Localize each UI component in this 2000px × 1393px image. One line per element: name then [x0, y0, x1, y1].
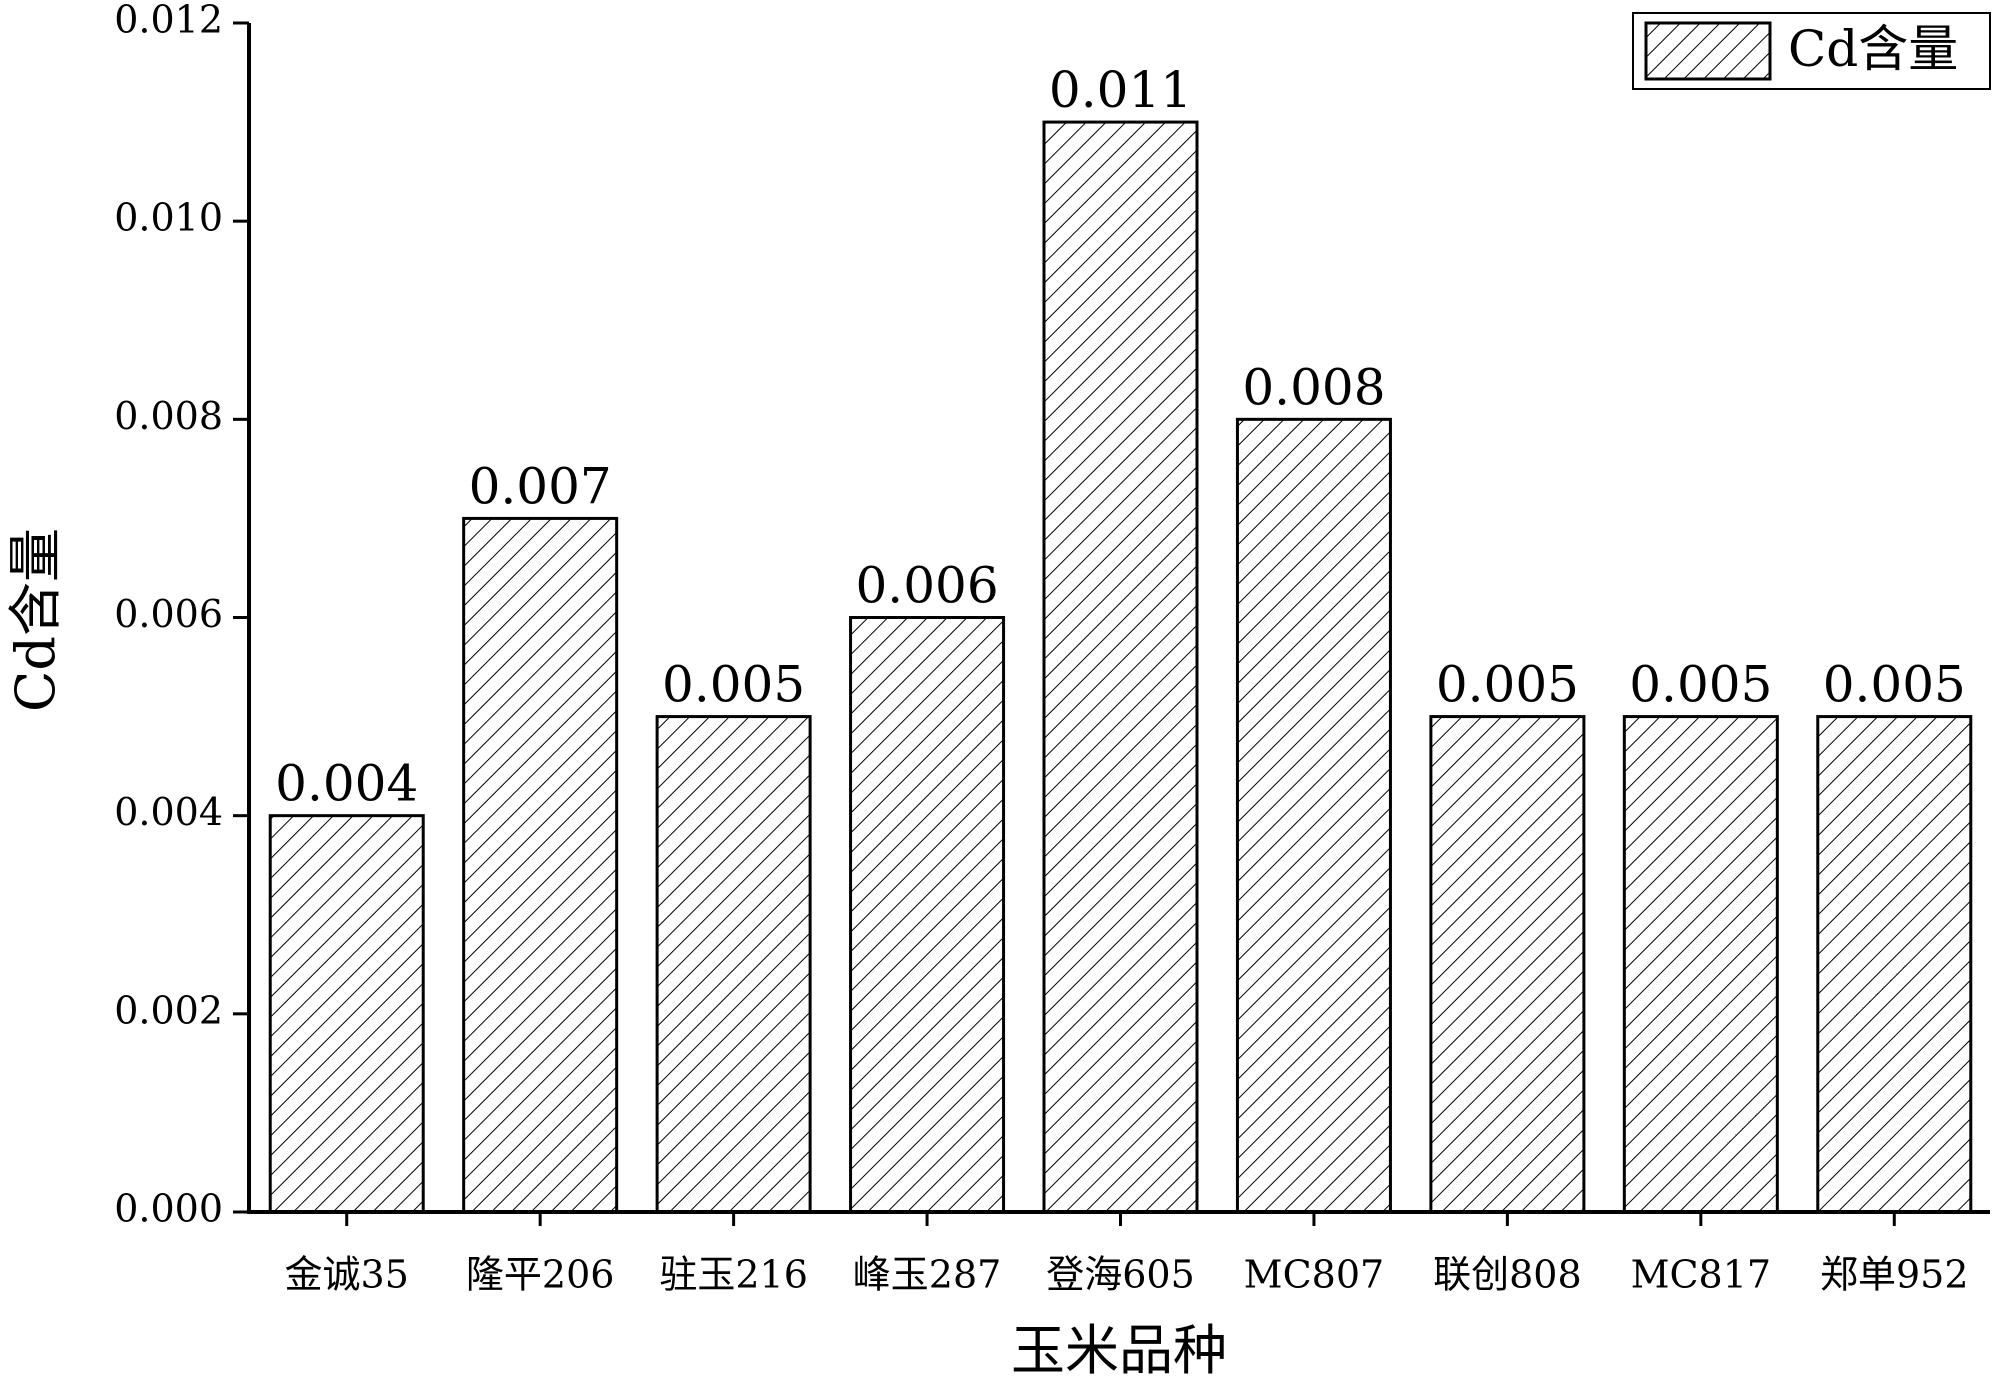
legend-label: Cd含量	[1788, 20, 1958, 78]
x-tick-label: 驻玉216	[659, 1253, 808, 1297]
y-tick-label: 0.002	[114, 988, 223, 1032]
x-tick-label: 金诚35	[285, 1253, 409, 1297]
y-tick-label: 0.012	[114, 0, 223, 42]
x-axis-title: 玉米品种	[1011, 1319, 1227, 1382]
bar	[1816, 715, 1973, 1214]
bar	[1235, 417, 1392, 1214]
bar	[1042, 120, 1199, 1214]
bar	[462, 516, 619, 1214]
x-tick-label: MC817	[1631, 1253, 1772, 1297]
y-tick-label: 0.006	[114, 592, 223, 636]
value-label: 0.004	[275, 755, 418, 813]
x-tick-label: 峰玉287	[853, 1253, 1002, 1297]
x-tick-label: 联创808	[1433, 1253, 1582, 1297]
value-label: 0.005	[662, 656, 805, 714]
y-axis-title: Cd含量	[4, 528, 67, 712]
y-tick-label: 0.004	[114, 790, 223, 834]
bar	[1429, 715, 1586, 1214]
value-label: 0.008	[1242, 358, 1385, 416]
y-tick-label: 0.008	[114, 394, 223, 438]
value-label: 0.011	[1049, 61, 1192, 119]
y-tick-label: 0.010	[114, 196, 223, 240]
x-tick-label: 郑单952	[1820, 1253, 1969, 1297]
value-label: 0.005	[1436, 656, 1579, 714]
legend-swatch	[1644, 21, 1772, 81]
value-label: 0.005	[1823, 656, 1966, 714]
bar	[849, 616, 1006, 1214]
bar	[268, 814, 425, 1214]
value-label: 0.007	[469, 457, 612, 515]
x-tick-label: MC807	[1244, 1253, 1385, 1297]
y-tick-label: 0.000	[114, 1187, 223, 1231]
bar	[1622, 715, 1779, 1214]
value-label: 0.005	[1629, 656, 1772, 714]
bar	[655, 715, 812, 1214]
value-label: 0.006	[855, 557, 998, 615]
x-tick-label: 隆平206	[466, 1253, 615, 1297]
x-tick-label: 登海605	[1046, 1253, 1195, 1297]
